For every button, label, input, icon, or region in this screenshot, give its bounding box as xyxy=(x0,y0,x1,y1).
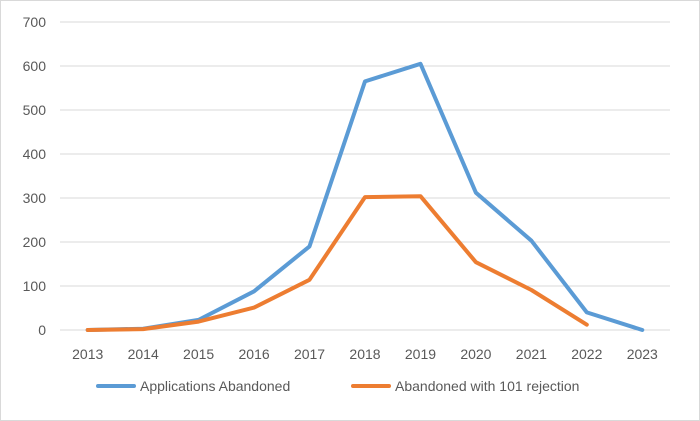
series-line-2 xyxy=(85,194,589,332)
x-tick-label: 2014 xyxy=(128,346,159,362)
x-tick-label: 2017 xyxy=(294,346,325,362)
x-tick-label: 2016 xyxy=(239,346,270,362)
y-tick-label: 0 xyxy=(38,322,46,338)
legend-label-2: Abandoned with 101 rejection xyxy=(395,378,579,394)
x-axis: 2013 2014 2015 2016 2017 2018 2019 2020 2021 2022… xyxy=(72,346,658,362)
y-tick-label: 100 xyxy=(23,278,47,294)
series-lines xyxy=(85,61,645,332)
x-tick-label: 2020 xyxy=(460,346,491,362)
legend-label-1: Applications Abandoned xyxy=(140,378,290,394)
gridlines xyxy=(60,21,670,331)
x-tick-label: 2022 xyxy=(571,346,602,362)
x-tick-label: 2015 xyxy=(183,346,214,362)
y-axis: 0 100 200 300 400 500 600 700 xyxy=(23,14,47,338)
y-tick-label: 200 xyxy=(23,234,47,250)
y-tick-label: 600 xyxy=(23,58,47,74)
x-tick-label: 2019 xyxy=(405,346,436,362)
y-tick-label: 700 xyxy=(23,14,47,30)
y-tick-label: 300 xyxy=(23,190,47,206)
x-tick-label: 2018 xyxy=(349,346,380,362)
legend: Applications Abandoned Abandoned with 101… xyxy=(96,378,579,394)
x-tick-label: 2023 xyxy=(627,346,658,362)
x-tick-label: 2013 xyxy=(72,346,103,362)
y-tick-label: 400 xyxy=(23,146,47,162)
x-tick-label: 2021 xyxy=(516,346,547,362)
y-tick-label: 500 xyxy=(23,102,47,118)
